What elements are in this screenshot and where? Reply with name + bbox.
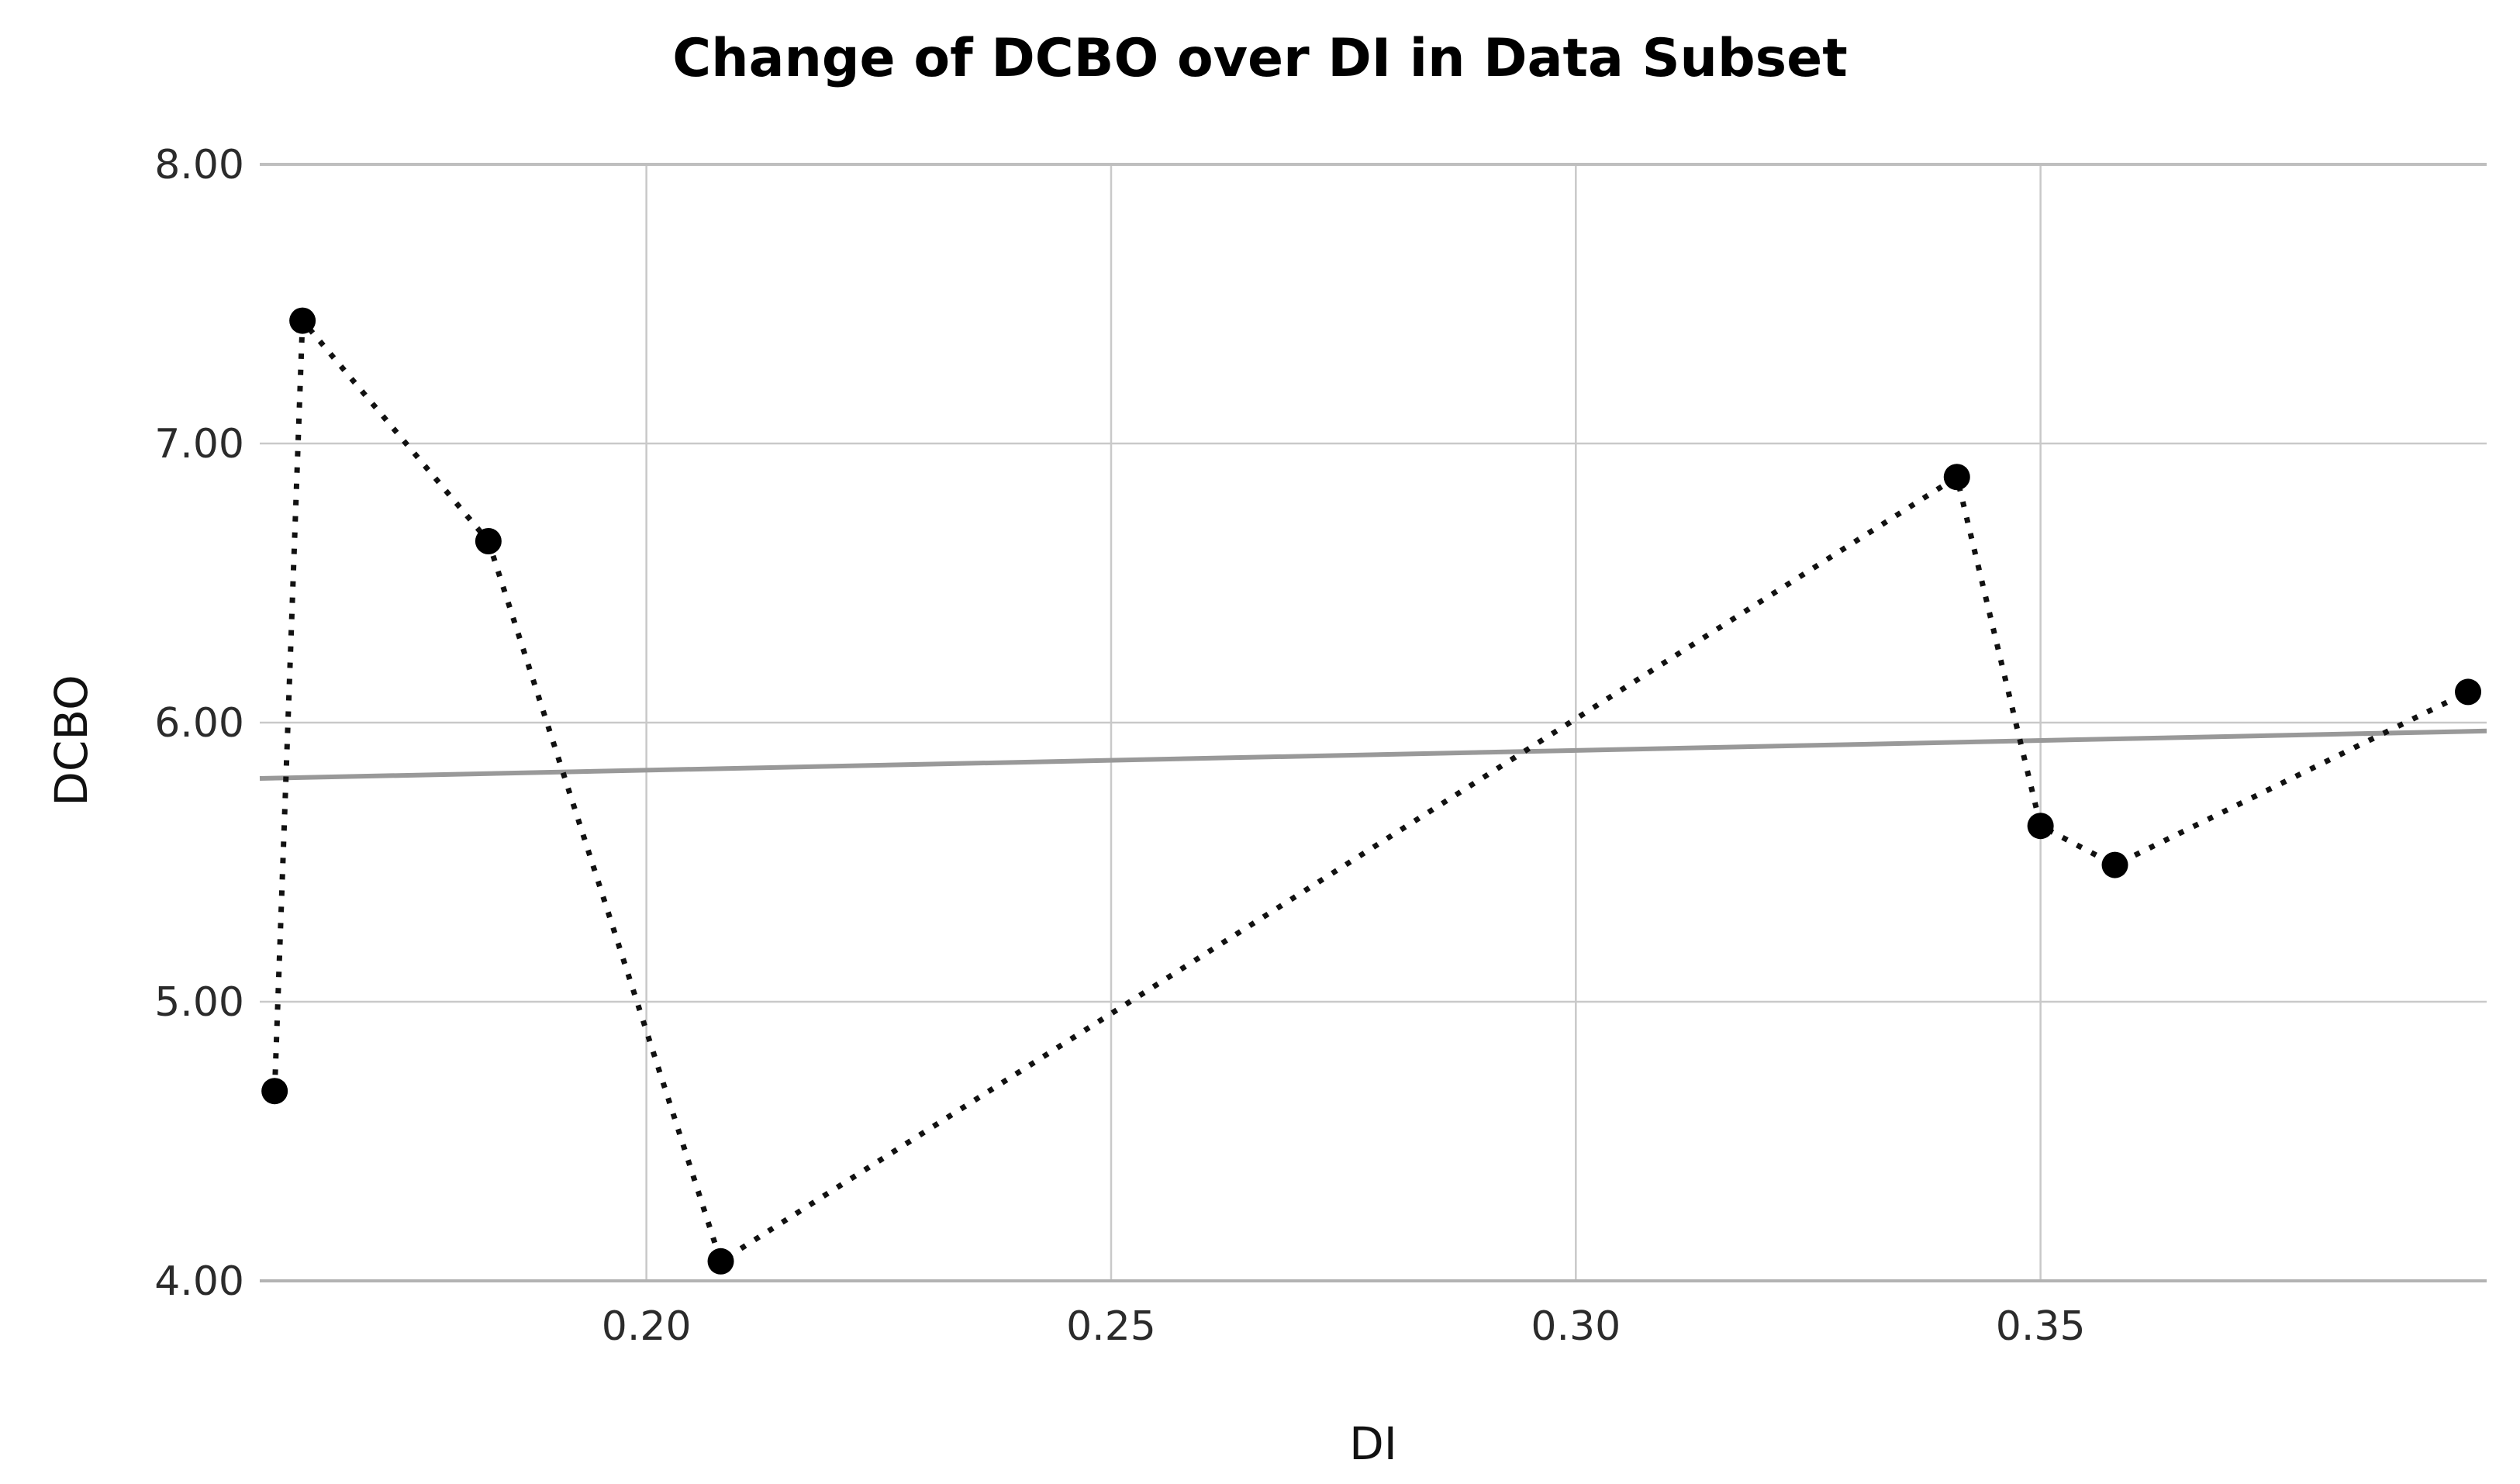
trend-line-group (259, 728, 2487, 781)
y-tick-label: 4.00 (154, 1258, 244, 1305)
data-point-marker (707, 1248, 734, 1275)
series-dotted-line (271, 313, 2470, 1266)
data-point-marker (261, 1078, 288, 1105)
y-tick-label: 7.00 (154, 421, 244, 468)
data-point-marker (2455, 678, 2482, 706)
x-tick-label: 0.25 (1066, 1303, 1156, 1350)
tick-labels: 4.00 5.00 6.00 7.00 8.00 0.20 0.25 0.30 0.35 (154, 142, 2085, 1350)
chart-title: Change of DCBO over DI in Data Subset (672, 28, 1847, 89)
y-axis-title: DCBO (45, 675, 98, 806)
axis-frame (260, 163, 2487, 1282)
data-point-marker (2027, 813, 2054, 840)
data-point-marker (475, 528, 502, 554)
gridlines (260, 163, 2487, 1282)
x-tick-label: 0.20 (602, 1303, 692, 1350)
x-tick-label: 0.30 (1531, 1303, 1621, 1350)
x-tick-label: 0.35 (1996, 1303, 2086, 1350)
y-tick-label: 5.00 (154, 979, 244, 1026)
data-point-marker (289, 307, 316, 334)
y-tick-label: 8.00 (154, 142, 244, 188)
data-point-marker (2101, 851, 2128, 878)
series-group (261, 307, 2482, 1275)
y-tick-label: 6.00 (154, 700, 244, 747)
x-axis-title: DI (1349, 1417, 1397, 1470)
data-point-marker (1943, 464, 1970, 491)
trend-line (259, 728, 2487, 781)
